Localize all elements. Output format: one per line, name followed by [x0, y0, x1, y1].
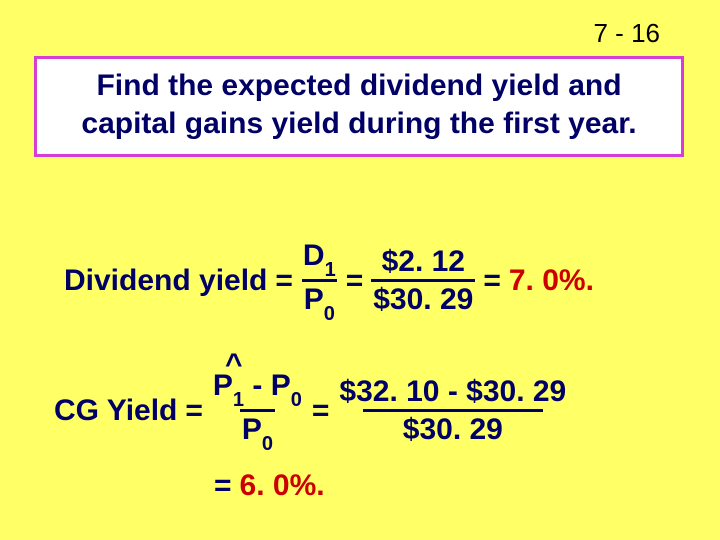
sym-D: D — [303, 239, 325, 272]
sub-0: 0 — [291, 389, 302, 411]
title-line-1: Find the expected dividend yield and — [51, 67, 667, 105]
frac-num: D1 — [301, 240, 338, 279]
equals-sign: = — [267, 264, 301, 298]
fraction-values: $2. 12 $30. 29 — [371, 246, 475, 316]
frac-den: P0 — [240, 409, 275, 451]
sub-1: 1 — [233, 389, 244, 411]
sym-P: P — [304, 283, 324, 316]
sub-1: 1 — [325, 259, 336, 281]
frac-den-val: $30. 29 — [363, 409, 543, 446]
sym-P: P — [242, 413, 262, 446]
frac-den: P0 — [302, 279, 337, 321]
cg-yield-row2: = 6. 0%. — [214, 469, 568, 503]
title-box: Find the expected dividend yield and cap… — [34, 56, 684, 157]
sub-0: 0 — [262, 433, 273, 455]
cg-yield-result: 6. 0%. — [240, 469, 325, 503]
div-yield-result: 7. 0%. — [509, 264, 594, 298]
fraction-values: $32. 10 - $30. 29 $30. 29 — [337, 376, 568, 446]
frac-num-val: $32. 10 - $30. 29 — [337, 376, 568, 410]
equals-sign: = — [177, 394, 211, 428]
equals-sign: = — [304, 394, 338, 428]
page-number: 7 - 16 — [594, 18, 661, 49]
div-yield-lhs: Dividend yield — [64, 264, 267, 298]
cg-yield-equation: CG Yield = P1 - P0 P0 = $32. 10 - $30. 2… — [54, 370, 568, 503]
dividend-yield-equation: Dividend yield = D1 P0 = $2. 12 $30. 29 … — [64, 240, 594, 321]
equals-sign: = — [214, 469, 232, 503]
sub-0: 0 — [324, 303, 335, 325]
frac-den-val: $30. 29 — [371, 279, 475, 316]
frac-num-val: $2. 12 — [380, 246, 467, 280]
fraction-d1-p0: D1 P0 — [301, 240, 338, 321]
sym-P: P — [213, 369, 233, 402]
cg-yield-lhs: CG Yield — [54, 394, 177, 428]
equals-sign: = — [475, 264, 509, 298]
frac-num: P1 - P0 — [211, 370, 304, 409]
fraction-p1-p0: P1 - P0 P0 — [211, 370, 304, 451]
sym-P: P — [271, 369, 291, 402]
minus: - — [244, 369, 271, 402]
equals-sign: = — [338, 264, 372, 298]
title-line-2: capital gains yield during the first yea… — [51, 105, 667, 143]
cg-yield-row1: CG Yield = P1 - P0 P0 = $32. 10 - $30. 2… — [54, 370, 568, 451]
